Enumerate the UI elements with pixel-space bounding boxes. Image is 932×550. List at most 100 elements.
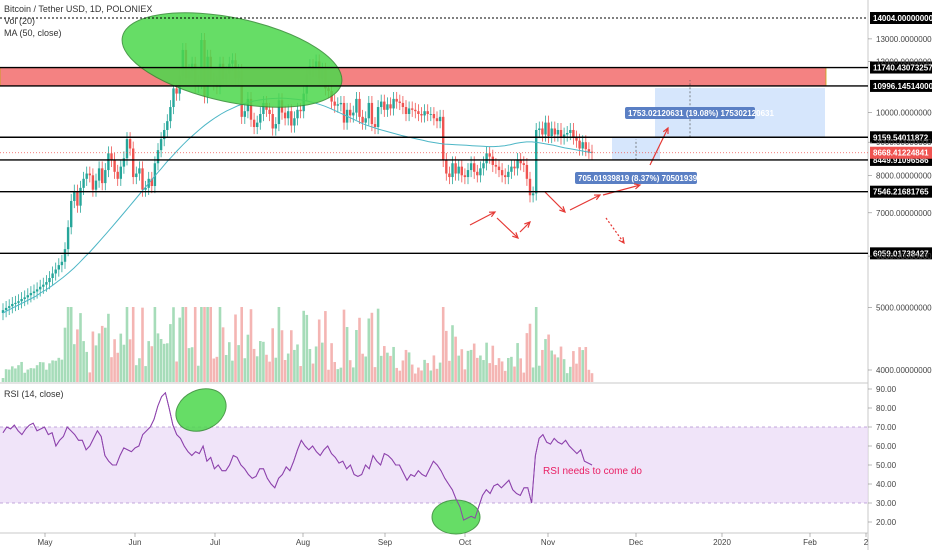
price-tick-label: 10000.00000000	[876, 109, 932, 118]
volume-bar	[224, 355, 228, 382]
candle-body	[259, 114, 262, 123]
candle-body	[76, 191, 79, 206]
volume-bar	[293, 349, 296, 382]
measure-label-lower-bg	[575, 172, 697, 184]
time-tick-label: Sep	[378, 538, 393, 547]
volume-bar	[407, 352, 411, 382]
volume-bar	[178, 317, 181, 382]
candle-body	[122, 158, 126, 167]
candle-body	[550, 128, 553, 137]
candle-body	[445, 159, 448, 174]
candle-body	[45, 282, 48, 285]
candle-body	[457, 166, 460, 174]
price-tick-label: 8000.00000000	[876, 171, 932, 180]
volume-bar	[466, 350, 470, 382]
candle-body	[57, 265, 60, 270]
volume-bar	[324, 311, 327, 382]
candle-body	[262, 102, 265, 115]
volume-bar	[88, 372, 92, 382]
volume-bar	[581, 350, 584, 382]
candle-body	[79, 187, 82, 206]
rsi-tick-label: 30.00	[876, 499, 897, 508]
candle-body	[333, 101, 336, 106]
candle-body	[544, 122, 547, 135]
candle-body	[17, 301, 20, 303]
arrow-down-dotted-head	[618, 236, 625, 245]
candle-body	[420, 114, 423, 116]
candle-body	[575, 137, 578, 141]
volume-bar	[60, 359, 64, 382]
arrow-oct-3-head	[524, 221, 531, 228]
volume-bar	[414, 373, 417, 382]
candle-body	[82, 178, 85, 188]
volume-bar	[364, 356, 367, 382]
resistance-zone	[0, 67, 827, 87]
volume-bar	[280, 330, 284, 382]
candle-body	[370, 102, 374, 125]
candle-body	[268, 109, 271, 115]
candle-body	[587, 149, 591, 152]
candle-body	[141, 168, 144, 190]
candle-body	[528, 178, 532, 196]
volume-bar	[479, 355, 482, 382]
volume-bar	[308, 348, 312, 382]
volume-bar	[392, 346, 395, 382]
time-tick-label: 2020	[713, 538, 731, 547]
volume-bar	[553, 354, 557, 382]
candle-body	[20, 299, 23, 302]
candle-body	[460, 166, 463, 176]
level-label: 14004.00000000	[873, 14, 932, 23]
arrow-up	[649, 127, 669, 166]
current-price-label-bg	[870, 146, 932, 159]
volume-bar	[348, 360, 352, 382]
volume-bar	[311, 363, 315, 382]
volume-bar	[17, 365, 20, 382]
volume-legend: Vol (20)	[4, 16, 36, 26]
volume-bar	[327, 369, 330, 382]
volume-bar	[367, 318, 371, 382]
candle-body	[252, 119, 256, 128]
candle-body	[432, 114, 436, 119]
candle-body	[94, 180, 98, 190]
volume-bar	[150, 346, 154, 382]
level-label: 10996.14514000	[873, 82, 932, 91]
level-label: 9159.54011872	[873, 133, 929, 142]
volume-bar	[162, 343, 166, 382]
candle-body	[166, 121, 169, 130]
volume-bar	[448, 360, 451, 382]
candle-body	[426, 111, 429, 115]
volume-bar	[107, 313, 110, 382]
candle-body	[485, 153, 488, 164]
price-tick-label: 5000.00000000	[876, 303, 932, 312]
volume-bar	[116, 352, 119, 382]
ma50-line	[2, 97, 593, 314]
volume-bar	[138, 358, 141, 382]
candle-body	[32, 291, 36, 294]
volume-bar	[135, 365, 138, 382]
price-tick-label: 12000.00000000	[876, 57, 932, 66]
volume-bar	[305, 314, 309, 382]
candle-body	[153, 163, 157, 187]
volume-bar	[1, 378, 5, 382]
candle-body	[494, 164, 498, 167]
candle-body	[175, 88, 178, 94]
volume-bar	[234, 314, 237, 382]
candle-body	[54, 269, 57, 274]
volume-bar	[460, 349, 464, 382]
volume-bar	[203, 307, 206, 382]
volume-bar	[339, 367, 343, 382]
volume-bar	[410, 364, 414, 382]
volume-bar	[69, 307, 73, 382]
candle-body	[488, 153, 491, 157]
volume-bar	[119, 333, 123, 382]
candle-body	[556, 129, 560, 135]
candle-body	[97, 168, 101, 181]
level-label: 7546.21681765	[873, 188, 929, 197]
volume-bar	[156, 333, 160, 382]
volume-bar	[541, 349, 544, 382]
rsi-tick-label: 50.00	[876, 461, 897, 470]
volume-bar	[370, 312, 374, 382]
volume-bar	[463, 369, 467, 382]
volume-bar	[63, 327, 67, 382]
